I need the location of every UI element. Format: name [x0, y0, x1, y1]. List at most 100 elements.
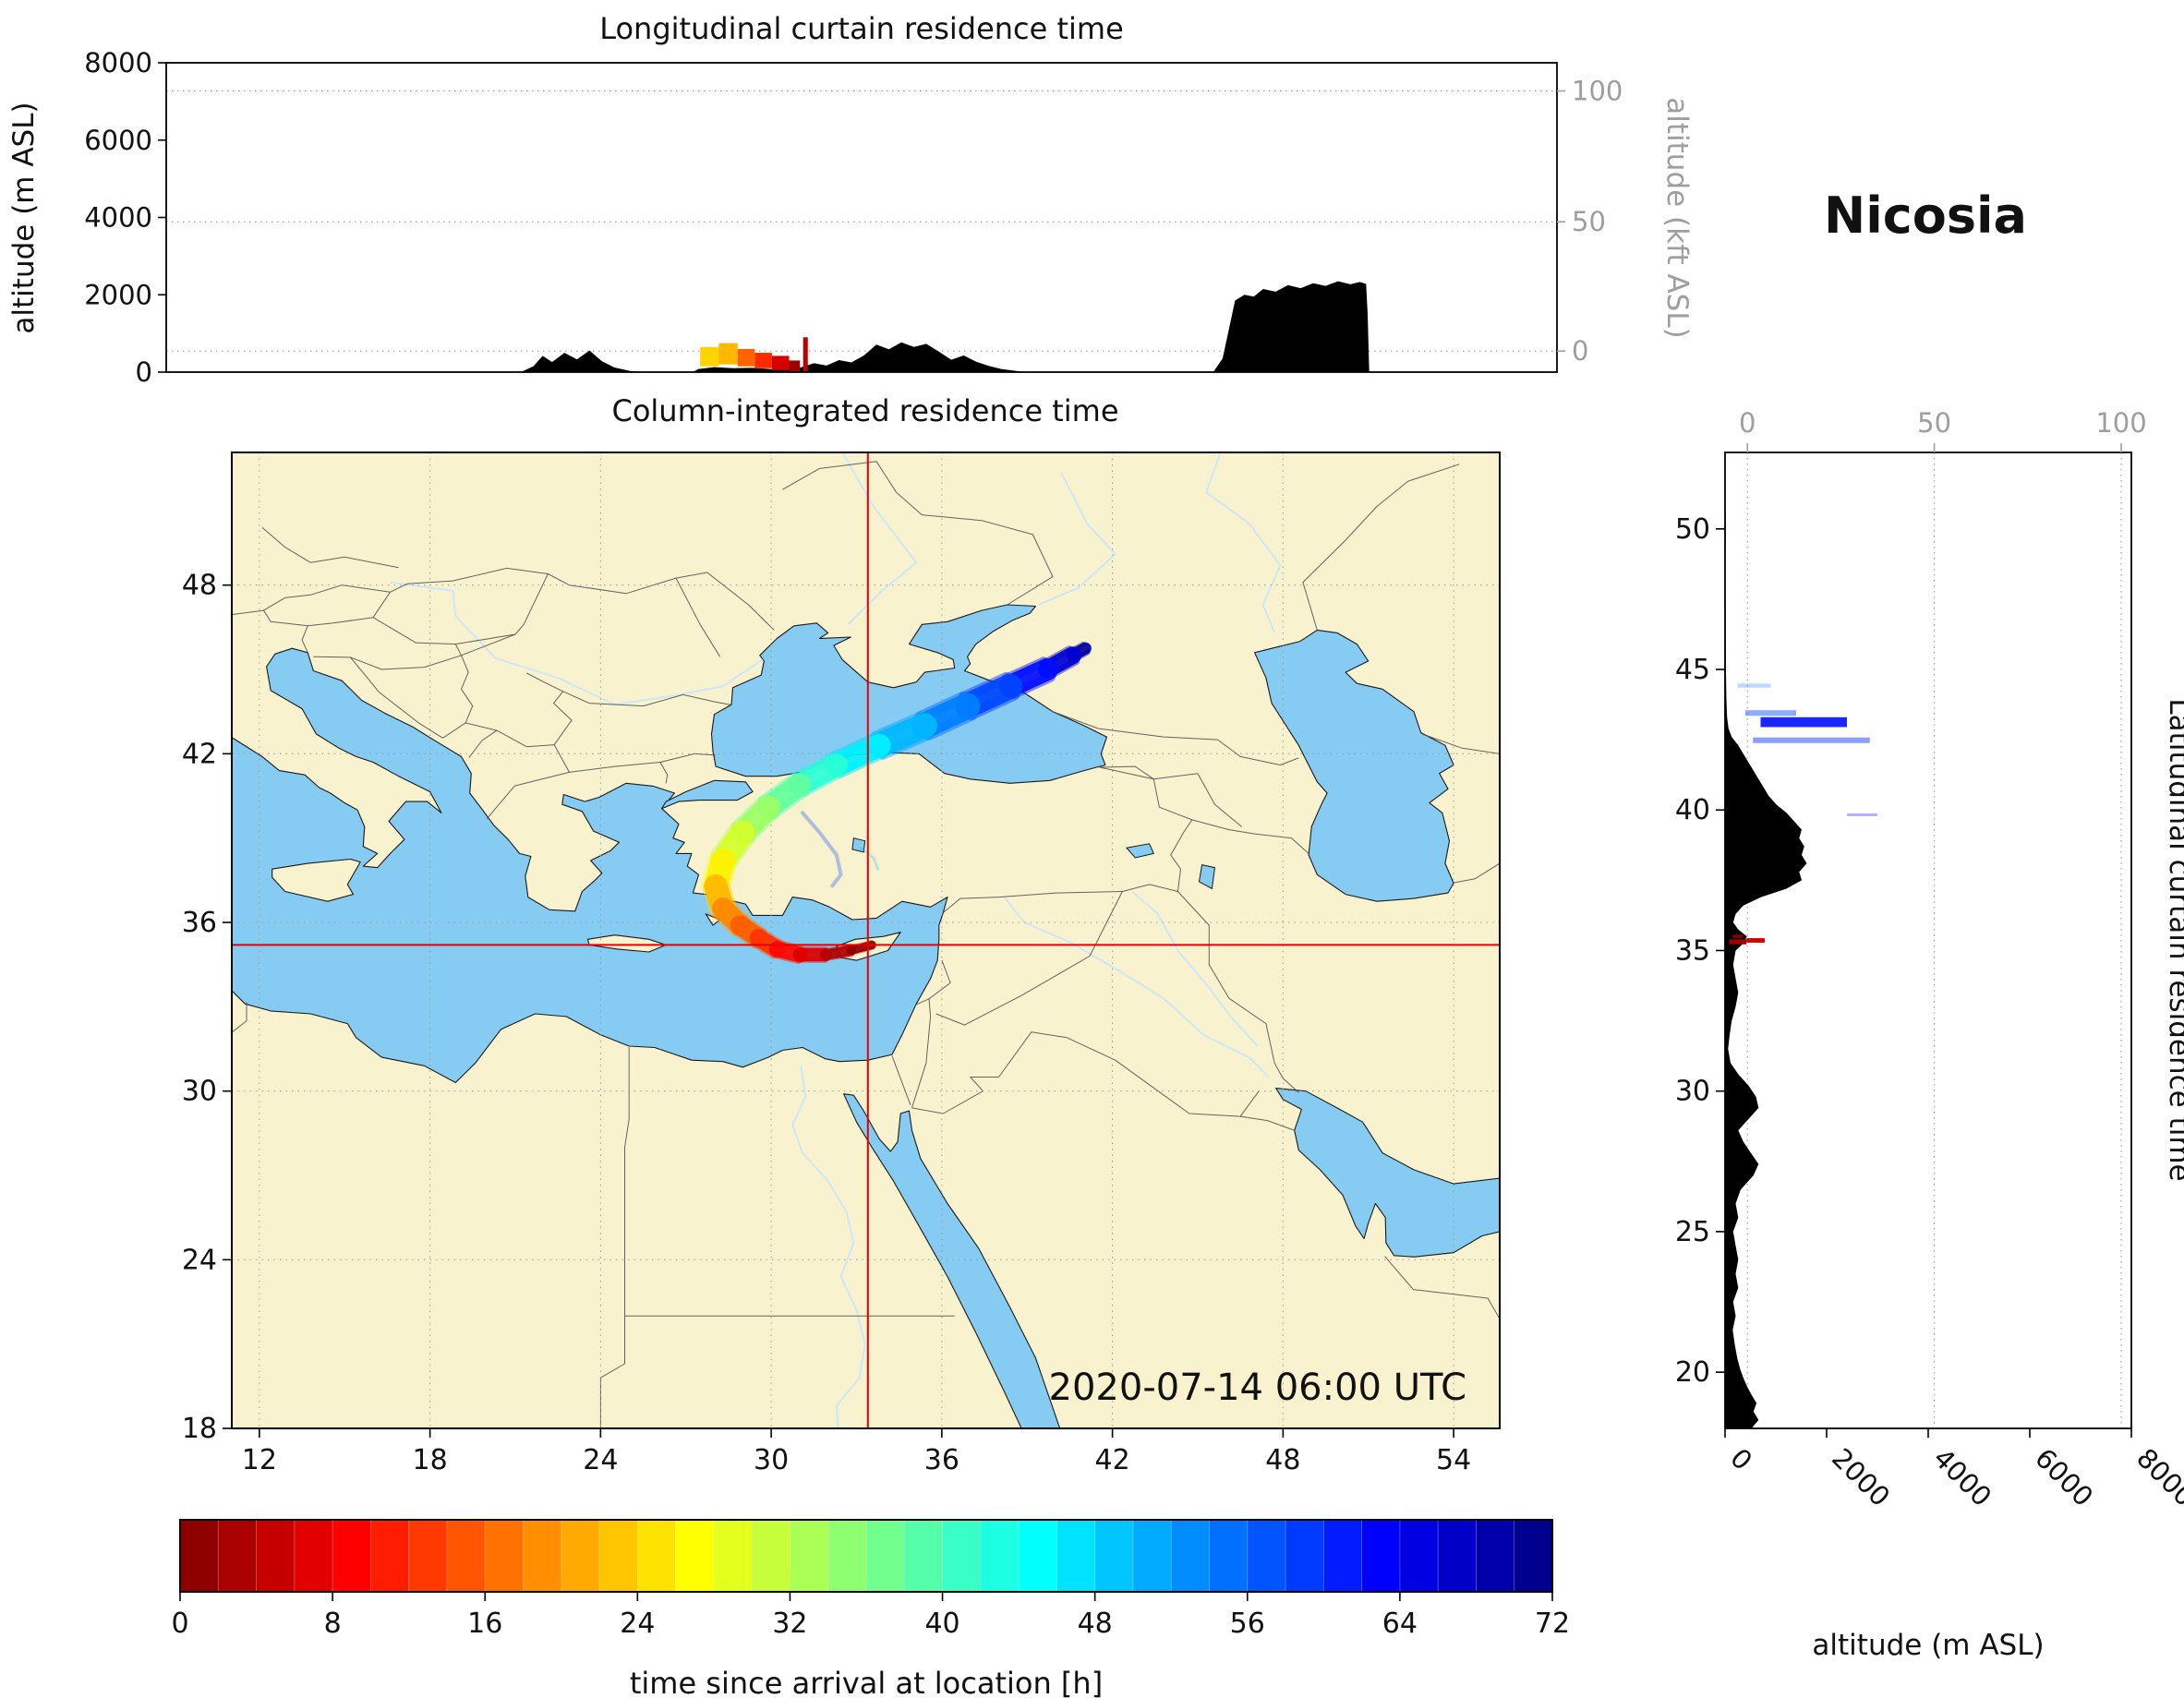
- longitude-tick-label: 24: [583, 1444, 618, 1476]
- river-line: [841, 452, 918, 625]
- colorbar-segment: [217, 1519, 258, 1593]
- country-border: [548, 573, 677, 595]
- country-border: [911, 959, 951, 1109]
- latitude-tick-label: 42: [182, 738, 217, 770]
- altitude-tick-label: 8000: [84, 47, 152, 78]
- latitude-tick-label: 20: [1675, 1356, 1710, 1389]
- map-title: Column-integrated residence time: [611, 393, 1118, 428]
- sea-polygon: [661, 779, 754, 810]
- map-clip-group: [232, 452, 1500, 1428]
- island-polygon: [705, 913, 721, 926]
- country-border: [659, 762, 669, 784]
- top-ylabel: altitude (m ASL): [7, 102, 41, 333]
- colorbar-segment: [1132, 1519, 1173, 1593]
- terrain-profile-longitudinal: [166, 281, 1557, 372]
- colorbar-segment: [1094, 1519, 1134, 1593]
- colorbar-frame: [179, 1519, 1553, 1593]
- altitude-tick-label: 4000: [1927, 1442, 1997, 1512]
- latitude-tick-label: 24: [182, 1244, 217, 1276]
- colorbar-segment: [408, 1519, 448, 1593]
- kft-tick-label: 100: [1572, 75, 1623, 106]
- sea-polygon: [1275, 1088, 1500, 1258]
- colorbar-segment: [179, 1519, 220, 1593]
- country-border: [1153, 773, 1199, 780]
- right-panel-side-label: Latitudinal curtain residence time: [2163, 698, 2184, 1181]
- country-border: [911, 1031, 1260, 1117]
- country-border: [935, 891, 1123, 1026]
- colorbar-segment: [713, 1519, 754, 1593]
- residence-cell: [1847, 813, 1877, 816]
- colorbar-segment: [1285, 1519, 1325, 1593]
- country-border: [301, 625, 308, 654]
- country-border: [624, 1047, 630, 1317]
- kft-tick-label: 100: [2095, 407, 2146, 439]
- longitude-tick-label: 36: [924, 1444, 959, 1476]
- residence-cell: [1732, 934, 1744, 938]
- latitude-tick-label: 30: [1675, 1076, 1710, 1108]
- colorbar-segment: [598, 1519, 639, 1593]
- country-border: [1197, 773, 1243, 827]
- river-line: [390, 581, 764, 706]
- country-border: [526, 672, 563, 692]
- sea-polygon: [1254, 629, 1454, 902]
- residence-cell: [771, 355, 790, 370]
- colorbar-tick-label: 48: [1078, 1608, 1113, 1640]
- lake-polygon: [851, 837, 866, 853]
- residence-cell: [754, 353, 772, 368]
- latitude-tick-label: 45: [1675, 654, 1710, 686]
- kft-tick-label: 0: [1572, 335, 1588, 367]
- country-border: [1240, 1115, 1295, 1131]
- colorbar-segment: [1247, 1519, 1287, 1593]
- kft-tick-label: 50: [1572, 206, 1606, 237]
- country-border: [350, 655, 462, 670]
- colorbar-segment: [1170, 1519, 1211, 1593]
- country-border: [261, 526, 399, 569]
- longitudinal-curtain-panel: 0 2000 4000 6000 8000 0 50 100: [84, 47, 1623, 388]
- latitudinal-curtain-panel: 20 25 30 35 40 45 50 0 2000 4000 6000 8000 0 50 100: [1675, 407, 2184, 1512]
- residence-cell: [737, 348, 755, 367]
- colorbar-segment: [942, 1519, 982, 1593]
- plume-segment: [819, 945, 857, 960]
- kft-tick-label: 0: [1739, 407, 1756, 439]
- colorbar-segment: [1476, 1519, 1515, 1593]
- country-border: [1452, 862, 1500, 884]
- altitude-tick-label: 6000: [84, 125, 152, 156]
- country-border: [1122, 884, 1178, 892]
- colorbar-segment: [1399, 1519, 1440, 1593]
- colorbar-segment: [903, 1519, 944, 1593]
- country-border: [1191, 819, 1309, 854]
- country-border: [372, 567, 549, 618]
- country-border: [465, 722, 498, 758]
- map-panel: 12 18 24 30 36 42 48 54 18 24 30 36 42 48: [182, 452, 1501, 1476]
- river-line: [1205, 452, 1282, 633]
- latitude-tick-label: 35: [1675, 934, 1710, 967]
- colorbar-tick-label: 8: [324, 1608, 342, 1640]
- residence-cell: [1760, 717, 1847, 728]
- colorbar-tick-label: 0: [171, 1608, 188, 1640]
- country-border: [442, 655, 474, 739]
- country-border: [1384, 1256, 1500, 1319]
- colorbar-segment: [751, 1519, 791, 1593]
- colorbar-label: time since arrival at location [h]: [630, 1666, 1103, 1698]
- sea-polygon: [843, 1093, 1061, 1428]
- altitude-tick-label: 2000: [1826, 1442, 1896, 1512]
- altitude-tick-label: 0: [136, 356, 152, 388]
- colorbar-tick-label: 64: [1382, 1608, 1418, 1640]
- longitude-tick-label: 54: [1436, 1444, 1471, 1476]
- country-border: [1422, 733, 1500, 754]
- colorbar-segment: [865, 1519, 906, 1593]
- latitude-tick-label: 18: [182, 1413, 217, 1445]
- colorbar-segment: [484, 1519, 525, 1593]
- trajectory-plume: [701, 641, 1092, 965]
- colorbar-tick-label: 32: [772, 1608, 807, 1640]
- longitude-tick-label: 30: [754, 1444, 789, 1476]
- colorbar-segment: [1056, 1519, 1096, 1593]
- residence-cell: [1729, 939, 1747, 945]
- country-border: [1177, 891, 1299, 1093]
- country-border: [675, 572, 775, 631]
- colorbar-segment: [1322, 1519, 1363, 1593]
- right-panel-xlabel: altitude (m ASL): [1812, 1629, 2044, 1662]
- latitude-tick-label: 25: [1675, 1216, 1710, 1248]
- country-border: [263, 584, 391, 611]
